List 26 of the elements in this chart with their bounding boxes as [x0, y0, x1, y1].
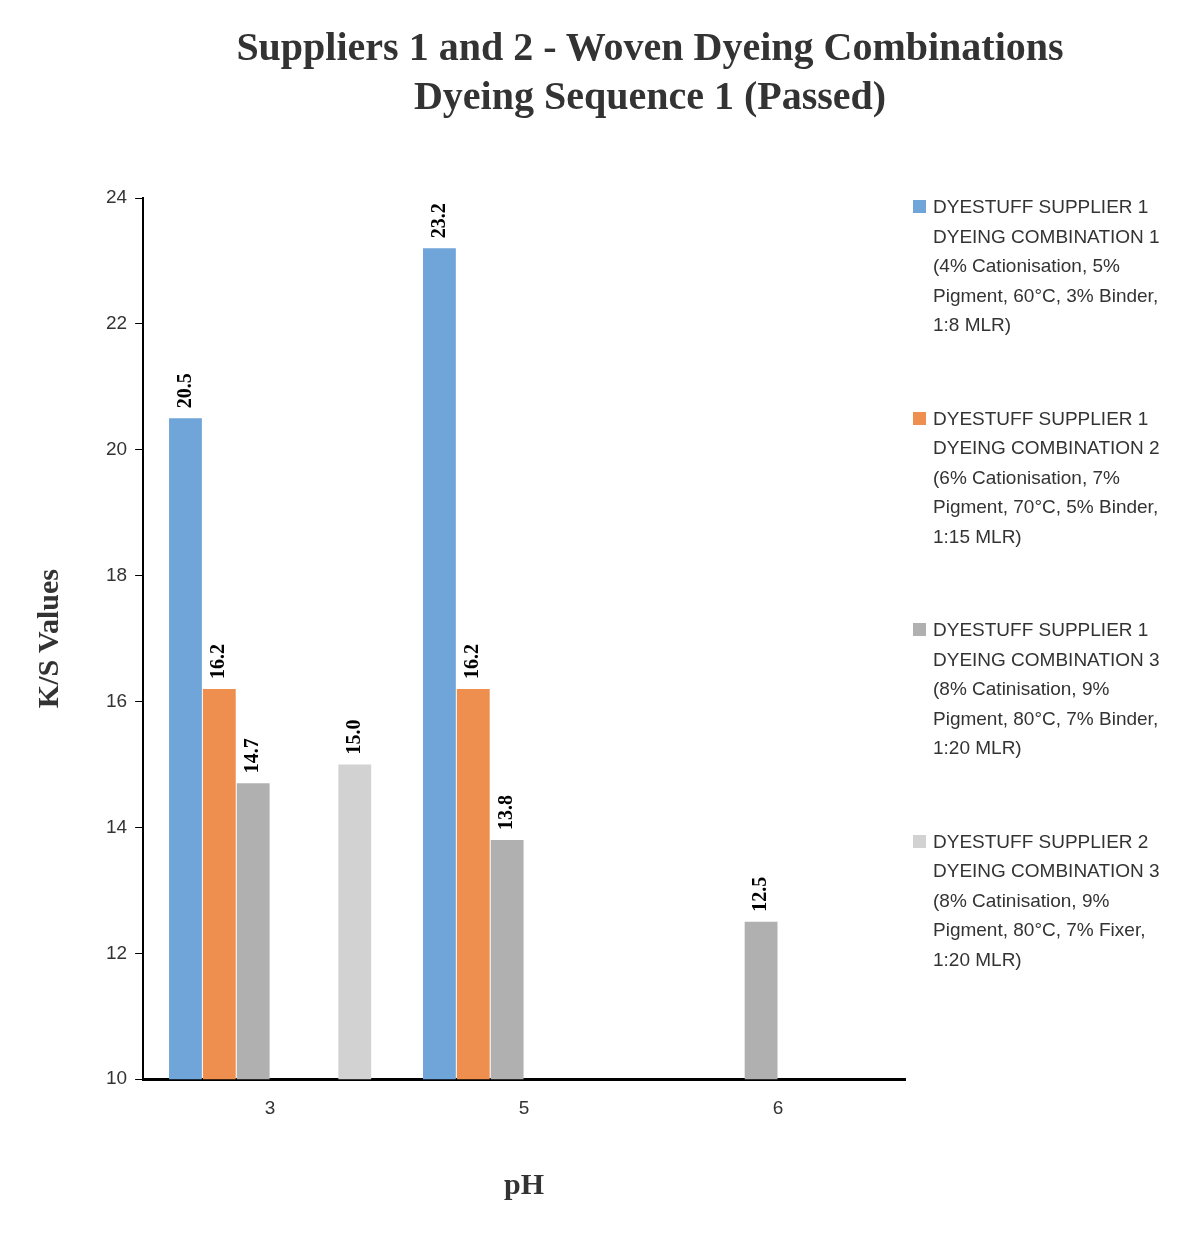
data-label: 15.0 [341, 719, 364, 755]
y-tick-label: 20 [105, 438, 128, 460]
y-tick-label: 14 [105, 815, 128, 837]
x-tick-label: 3 [264, 1096, 276, 1118]
data-label: 16.2 [460, 643, 483, 679]
legend-label: DYESTUFF SUPPLIER 1 DYEING COMBINATION 3 (8% Catinisation, 9% Pigment, 80°C, 7% Binder, 1:20 MLR) [933, 618, 1161, 760]
data-label: 12.5 [748, 876, 771, 912]
data-label: 14.7 [240, 738, 263, 774]
y-tick-label: 18 [105, 563, 128, 585]
data-label: 16.2 [206, 643, 229, 679]
legend-label: DYESTUFF SUPPLIER 2 DYEING COMBINATION 3 (8% Catinisation, 9% Pigment, 80°C, 7% Fixer, 1:20 MLR) [933, 829, 1161, 972]
y-tick-label: 16 [105, 689, 128, 711]
data-label: 13.8 [494, 795, 517, 831]
y-tick-label: 10 [105, 1067, 128, 1089]
legend-label: DYESTUFF SUPPLIER 1 DYEING COMBINATION 2 (6% Cationisation, 7% Pigment, 70°C, 5% Binder, 1:15 MLR) [933, 406, 1161, 549]
y-tick-label: 12 [105, 941, 128, 963]
y-tick-label: 24 [105, 186, 128, 208]
y-tick-label: 22 [105, 312, 128, 334]
x-tick-label: 5 [518, 1096, 530, 1118]
chart-title: Suppliers 1 and 2 - Woven Dyeing Combinations Dyeing Sequence 1 (Passed) [235, 23, 1065, 120]
x-tick-label: 6 [772, 1096, 784, 1118]
x-axis-title: pH [504, 1166, 545, 1200]
data-label: 20.5 [172, 373, 195, 409]
y-axis-title: K/S Values [30, 568, 64, 709]
data-label: 23.2 [426, 203, 449, 239]
legend-label: DYESTUFF SUPPLIER 1 DYEING COMBINATION 1 (4% Cationisation, 5% Pigment, 60°C, 3% Binder, 1:8 MLR) [933, 195, 1161, 337]
